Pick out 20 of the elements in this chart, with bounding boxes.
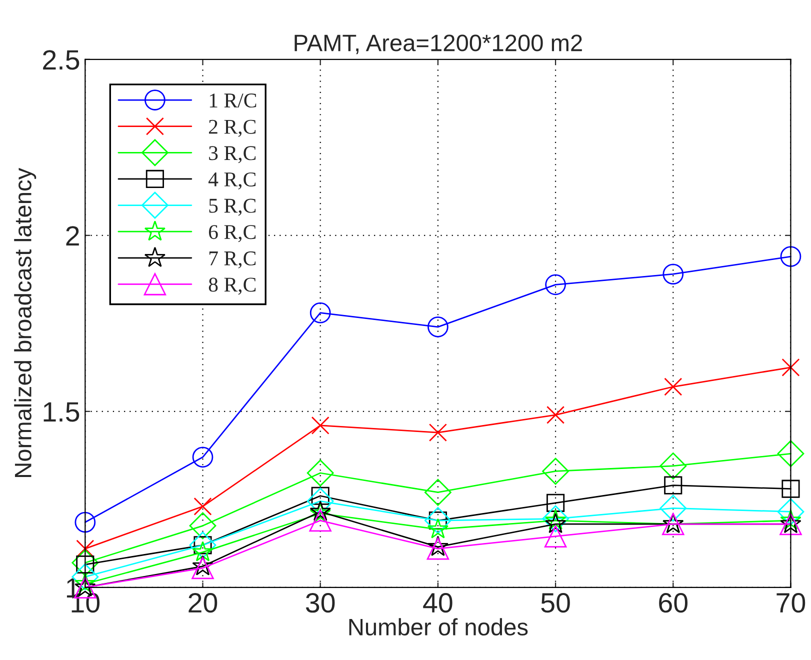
y-axis-title: Normalized broadcast latency (14, 168, 36, 477)
legend-label: 2 R,C (208, 120, 256, 137)
legend-label: 1 R/C (210, 94, 256, 108)
legend-label: 5 R,C (209, 198, 256, 216)
x-tick-label: 50 (541, 592, 570, 613)
x-tick-label: 70 (776, 592, 806, 613)
legend-label: 8 R,C (208, 278, 256, 295)
legend-label: 6 R,C (208, 225, 256, 242)
y-tick-label: 2.5 (43, 50, 80, 70)
x-tick-label: 20 (188, 592, 218, 613)
x-axis-title: Number of nodes (349, 618, 528, 636)
legend-label: 3 R,C (209, 146, 256, 164)
y-tick-label: 1.5 (44, 402, 80, 422)
legend-label: 7 R,C (209, 251, 256, 268)
y-tick-label: 2 (66, 226, 79, 246)
x-tick-label: 30 (306, 592, 335, 613)
x-tick-label: 60 (659, 592, 688, 613)
chart-title: PAMT, Area=1200*1200 m2 (294, 34, 582, 54)
x-tick-label: 40 (423, 592, 452, 613)
legend-label: 4 R,C (208, 172, 256, 190)
